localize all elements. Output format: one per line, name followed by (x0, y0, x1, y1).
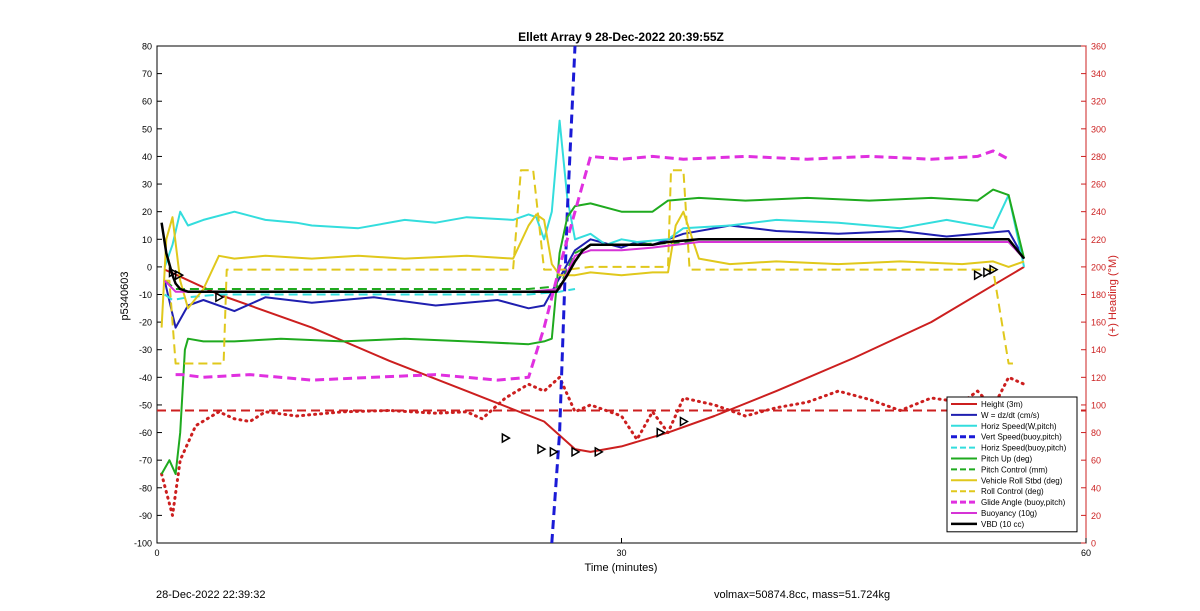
marker-point (973, 269, 984, 281)
y-left-tick-label: -70 (139, 456, 152, 466)
series-line (164, 288, 576, 301)
y-right-tick-label: 120 (1091, 373, 1106, 383)
y-left-tick-label: 0 (147, 262, 152, 272)
y-left-tick-label: 30 (142, 180, 152, 190)
marker-point (174, 269, 185, 281)
series-line (160, 188, 1026, 475)
y-right-tick-label: 0 (1091, 539, 1096, 549)
x-tick-label: 30 (616, 548, 626, 558)
y-left-tick-label: -80 (139, 483, 152, 493)
y-right-tick-label: 300 (1091, 124, 1106, 134)
series-line (160, 375, 1026, 517)
legend-entry: Vert Speed(buoy,pitch) (981, 433, 1062, 442)
marker-point (168, 267, 178, 278)
legend-entry: W = dz/dt (cm/s) (981, 411, 1040, 420)
y-left-tick-label: 70 (142, 69, 152, 79)
y-left-tick-label: -90 (139, 511, 152, 521)
legend-entry: Vehicle Roll Stbd (deg) (981, 476, 1063, 485)
y-right-tick-label: 100 (1091, 400, 1106, 410)
series-line (163, 119, 1026, 268)
legend-box (946, 396, 1078, 533)
series-line (163, 241, 1025, 293)
y-left-tick-label: -20 (139, 318, 152, 328)
y-right-tick-label: 320 (1091, 97, 1106, 107)
y-left-tick-label: 50 (142, 124, 152, 134)
marker-point (501, 432, 511, 444)
y-left-tick-label: 20 (142, 207, 152, 217)
marker-point (571, 446, 581, 458)
y-right-tick-label: 260 (1091, 180, 1106, 190)
y-axis-left-label: p5340603 (119, 272, 131, 321)
legend-entry: Glide Angle (buoy,pitch) (981, 498, 1066, 507)
x-axis-label: Time (minutes) (585, 562, 658, 574)
y-left-tick-label: -100 (134, 539, 152, 549)
legend: Height (3m) W = dz/dt (cm/s) Horiz Speed(W… (946, 396, 1078, 533)
marker-point (679, 416, 689, 427)
y-right-tick-label: 20 (1091, 511, 1101, 521)
y-right-tick-label: 60 (1091, 456, 1101, 466)
legend-entry: Buoyancy (10g) (981, 509, 1037, 518)
y-right-tick-label: 240 (1091, 207, 1106, 217)
y-right-tick-label: 280 (1091, 152, 1106, 162)
series-line (163, 224, 1025, 329)
y-left-tick-label: 80 (142, 42, 152, 52)
y-left-tick-label: 10 (142, 235, 152, 245)
footer-timestamp: 28-Dec-2022 22:39:32 (156, 589, 266, 601)
marker-point (549, 446, 559, 458)
footer-volmax-info: volmax=50874.8cc, mass=51.724kg (714, 589, 891, 601)
legend-entry: Horiz Speed(W,pitch) (981, 422, 1057, 431)
legend-entry: VBD (10 cc) (981, 520, 1024, 529)
y-right-tick-label: 360 (1091, 42, 1106, 52)
x-tick-label: 60 (1081, 548, 1091, 558)
y-left-tick-label: -50 (139, 400, 152, 410)
marker-point (989, 264, 999, 275)
marker-point (656, 427, 666, 438)
y-left-tick-label: -10 (139, 290, 152, 300)
marker-point (215, 291, 225, 303)
legend-entry: Height (3m) (981, 400, 1023, 409)
legend-entry: Pitch Control (mm) (981, 465, 1048, 474)
y-right-tick-label: 220 (1091, 235, 1106, 245)
y-left-tick-label: 60 (142, 97, 152, 107)
y-axis-right-label: (+) Heading (°M) (1107, 255, 1119, 337)
series-line (160, 210, 1025, 328)
series-line (160, 222, 1026, 293)
y-right-tick-label: 160 (1091, 318, 1106, 328)
y-right-tick-label: 200 (1091, 262, 1106, 272)
y-left-tick-label: -30 (139, 345, 152, 355)
legend-entry: Horiz Speed(buoy,pitch) (981, 444, 1067, 453)
legend-entry: Pitch Up (deg) (981, 455, 1032, 464)
series-line (164, 266, 1025, 453)
y-right-tick-label: 80 (1091, 428, 1101, 438)
x-tick-label: 0 (154, 548, 159, 558)
legend-entry: Roll Control (deg) (981, 487, 1044, 496)
marker-point (983, 267, 993, 278)
marker-point (537, 443, 547, 455)
y-right-tick-label: 140 (1091, 345, 1106, 355)
y-left-tick-label: 40 (142, 152, 152, 162)
marker-point (594, 446, 604, 458)
series-line (164, 241, 1025, 290)
series-line (175, 149, 1010, 382)
y-right-tick-label: 340 (1091, 69, 1106, 79)
y-right-tick-label: 180 (1091, 290, 1106, 300)
chart-title: Ellett Array 9 28-Dec-2022 20:39:55Z (518, 30, 724, 44)
y-left-tick-label: -40 (139, 373, 152, 383)
plot-area: -100-90-80-70-60-50-40-30-20-10010203040… (134, 42, 1106, 559)
y-left-tick-label: -60 (139, 428, 152, 438)
series-line (550, 46, 577, 543)
y-right-tick-label: 40 (1091, 483, 1101, 493)
